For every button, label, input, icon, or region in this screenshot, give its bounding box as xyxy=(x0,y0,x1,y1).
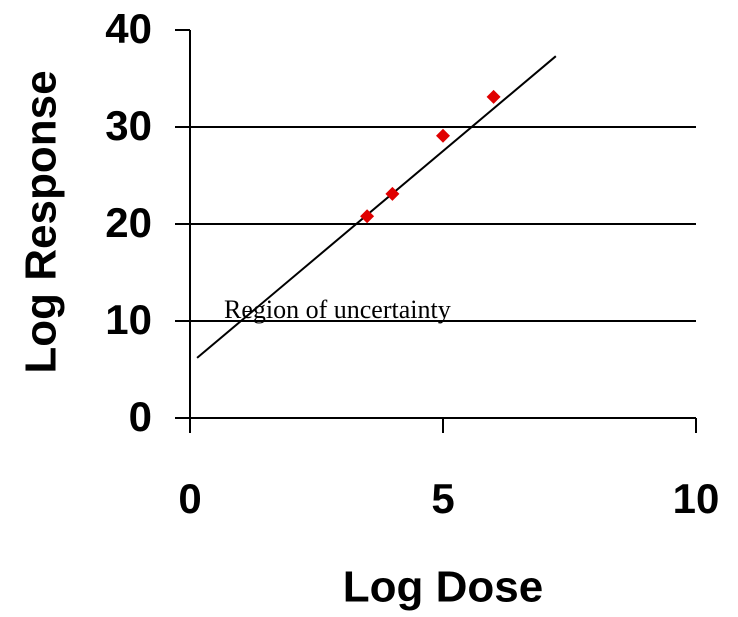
x-tick-label: 0 xyxy=(178,475,201,522)
annotation: Region of uncertainty xyxy=(224,295,451,324)
data-point xyxy=(486,89,501,104)
x-axis-label: Log Dose xyxy=(343,563,543,612)
y-tick-label: 0 xyxy=(129,393,152,440)
y-tick-label: 40 xyxy=(105,5,152,52)
y-axis-label: Log Response xyxy=(17,70,66,373)
y-tick-label: 10 xyxy=(105,296,152,343)
data-point xyxy=(360,209,375,224)
data-point xyxy=(436,128,450,143)
y-tick-label: 30 xyxy=(105,102,152,149)
x-tick-label: 10 xyxy=(673,475,720,522)
trend-line xyxy=(196,55,557,359)
y-tick-label: 20 xyxy=(105,199,152,246)
x-tick-label: 5 xyxy=(431,475,454,522)
data-point xyxy=(385,186,400,201)
